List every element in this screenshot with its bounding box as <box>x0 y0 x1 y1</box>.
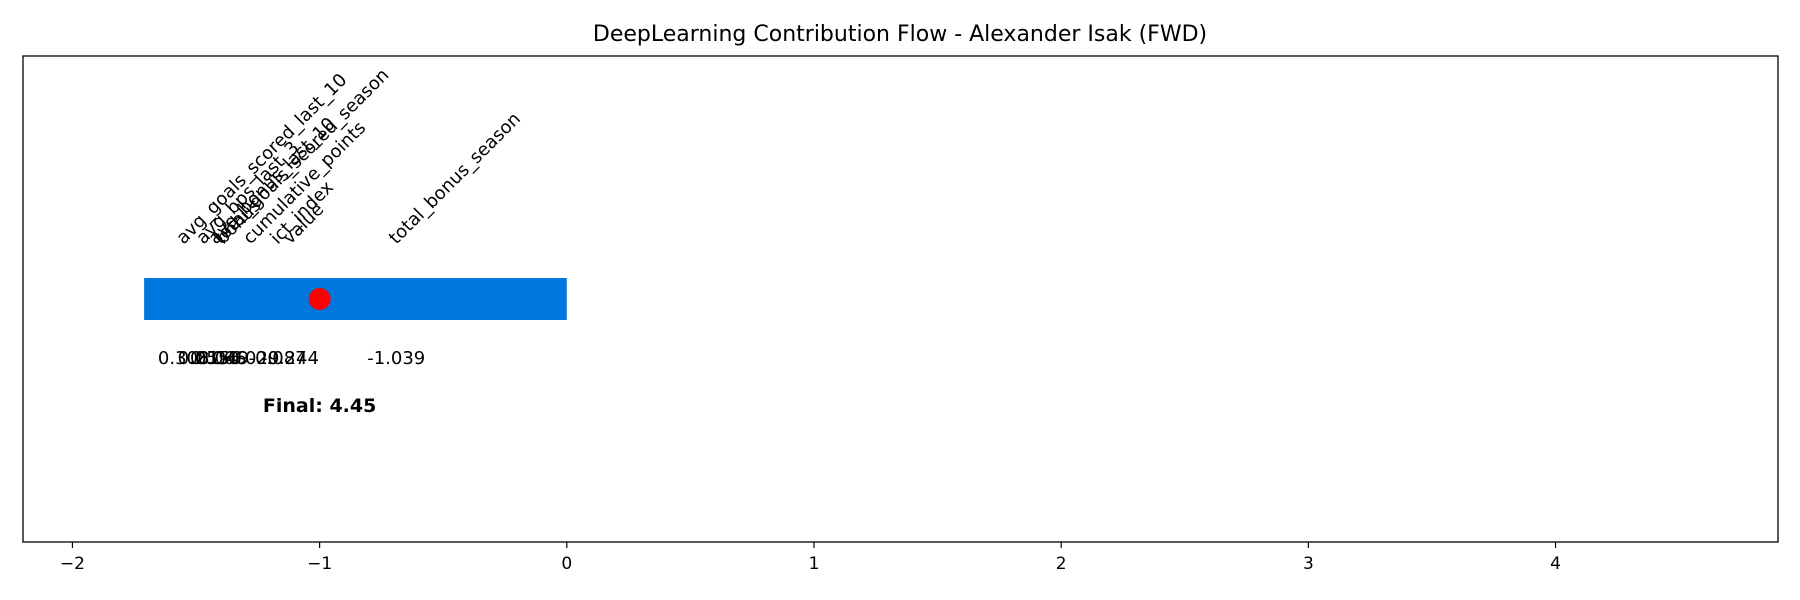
contribution-value-label: -1.039 <box>367 348 425 369</box>
x-tick-label: 1 <box>809 554 820 574</box>
contribution-value-label: 0.066 <box>195 348 247 369</box>
contribution-value-label: -0.244 <box>261 348 319 369</box>
contribution-value-label: 0.308 <box>158 348 210 369</box>
plot-frame <box>22 55 1779 543</box>
x-tick-label: −2 <box>60 554 85 574</box>
x-tick-label: 4 <box>1550 554 1561 574</box>
x-tick-label: −1 <box>307 554 332 574</box>
contribution-value-label: 0.255 <box>178 348 230 369</box>
contribution-value-label: -0.029 <box>221 348 279 369</box>
value-marker <box>308 288 331 310</box>
final-value-label: Final: 4.45 <box>263 395 376 417</box>
x-tick-label: 3 <box>1303 554 1314 574</box>
x-tick-label: 0 <box>561 554 572 574</box>
contribution-bar <box>144 278 567 320</box>
x-tick-label: 2 <box>1056 554 1067 574</box>
contribution-value-label: -0.087 <box>249 348 307 369</box>
contribution-value-label: 0.156 <box>190 348 242 369</box>
chart-title: DeepLearning Contribution Flow - Alexand… <box>593 22 1207 47</box>
x-axis: −2 −1 0 1 2 3 4 <box>60 542 1561 574</box>
contribution-value-label: 0.049 <box>197 348 249 369</box>
